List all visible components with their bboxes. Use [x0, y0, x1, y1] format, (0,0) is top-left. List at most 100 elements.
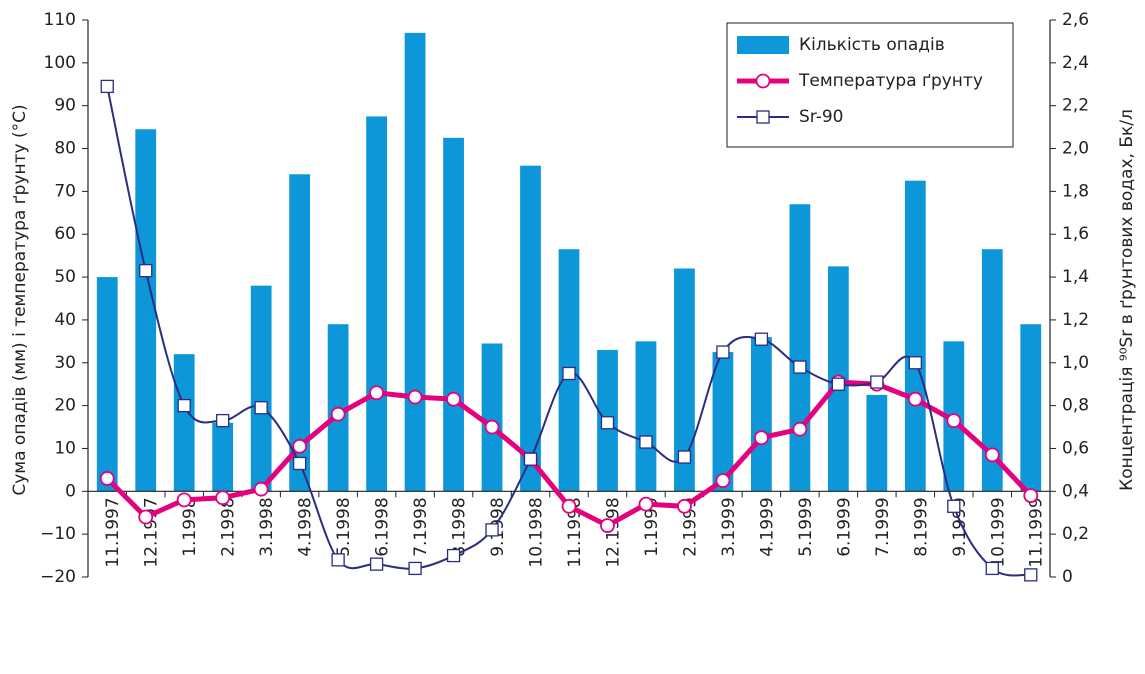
bar — [250, 285, 272, 492]
y2-tick-label: 0,8 — [1062, 396, 1089, 416]
point — [484, 419, 500, 435]
x-tick-label: 3.1999 — [719, 497, 739, 556]
y-tick-label: 20 — [54, 396, 76, 416]
y2-tick-label: 0 — [1062, 567, 1073, 587]
y-tick-label: 80 — [54, 139, 76, 159]
point — [1024, 568, 1038, 582]
point — [561, 498, 577, 514]
point — [792, 421, 808, 437]
point — [831, 377, 846, 391]
point — [139, 263, 153, 278]
point — [1023, 488, 1039, 503]
point — [984, 447, 1000, 463]
point — [907, 391, 923, 407]
point — [407, 389, 423, 405]
bar — [866, 394, 888, 492]
y2-tick-label: 1,4 — [1062, 267, 1089, 287]
legend: Кількість опадів Температура ґрунту Sr-90 — [726, 22, 1014, 148]
point — [254, 401, 268, 415]
y-tick-label: 60 — [54, 224, 76, 244]
point — [985, 561, 999, 576]
y2-tick-label: 2,6 — [1062, 10, 1089, 30]
point — [946, 413, 962, 429]
y-tick-label: 110 — [44, 10, 76, 30]
y2-tick-label: 0,6 — [1062, 438, 1089, 458]
y-tick-label: 30 — [54, 353, 76, 373]
point — [639, 435, 653, 449]
point — [215, 490, 231, 506]
bar — [173, 354, 195, 492]
y-tick-label: 100 — [44, 53, 76, 73]
x-tick-label: 10.1998 — [527, 497, 547, 567]
point — [369, 557, 384, 571]
bar — [404, 32, 426, 492]
bar — [789, 204, 811, 492]
legend-label: Кількість опадів — [799, 35, 945, 55]
x-tick-label: 8.1999 — [911, 497, 931, 556]
y-tick-label: 0 — [65, 481, 76, 501]
y2-tick-label: 0,4 — [1062, 481, 1089, 501]
y2-tick-label: 1,6 — [1062, 224, 1089, 244]
bar — [96, 277, 118, 492]
bar — [289, 174, 311, 492]
legend-marker — [755, 73, 771, 89]
y2-tick-label: 1,0 — [1062, 353, 1089, 373]
point — [446, 391, 461, 407]
y2-tick-label: 2,0 — [1062, 139, 1089, 159]
point — [292, 438, 308, 454]
x-tick-label: 11.1997 — [103, 497, 123, 567]
bar — [212, 422, 234, 492]
x-tick-label: 7.1998 — [411, 497, 431, 556]
bar — [904, 180, 926, 492]
legend-swatch — [737, 36, 789, 54]
bar — [520, 165, 541, 492]
x-tick-label: 1.1998 — [180, 497, 200, 556]
legend-label: Sr-90 — [799, 107, 843, 127]
y2-tick-label: 0,2 — [1062, 524, 1089, 544]
x-tick-label: 12.1998 — [603, 497, 623, 567]
bar — [481, 343, 503, 492]
x-tick-label: 6.1998 — [373, 497, 393, 556]
point — [176, 492, 192, 508]
legend-marker — [756, 110, 770, 124]
bar — [443, 137, 464, 492]
point — [754, 332, 769, 346]
point — [138, 509, 154, 525]
y-tick-label: 40 — [54, 310, 76, 330]
y-tick-label: 50 — [54, 267, 76, 287]
y2-tick-label: 1,8 — [1062, 181, 1089, 201]
x-tick-label: 6.1999 — [834, 497, 854, 556]
x-tick-label: 5.1998 — [334, 497, 354, 556]
point — [600, 416, 615, 430]
point — [99, 471, 115, 486]
point — [908, 356, 922, 370]
x-tick-label: 5.1999 — [796, 497, 816, 556]
bar — [635, 341, 657, 492]
x-tick-label: 3.1998 — [257, 497, 277, 556]
point — [600, 518, 615, 533]
point — [793, 360, 807, 374]
point — [100, 79, 114, 94]
y2-tick-label: 2,2 — [1062, 96, 1089, 116]
x-tick-label: 4.1998 — [296, 497, 316, 556]
bar — [366, 116, 387, 492]
x-tick-label: 1.1999 — [642, 497, 662, 556]
x-tick-label: 7.1999 — [873, 497, 893, 556]
x-tick-label: 12.1997 — [142, 497, 162, 567]
y-tick-label: −10 — [40, 524, 76, 544]
y2-tick-label: 2,4 — [1062, 53, 1089, 73]
point — [446, 548, 461, 563]
x-tick-label: 8.1998 — [450, 497, 470, 556]
point — [715, 473, 731, 488]
point — [523, 452, 538, 466]
bar — [712, 352, 734, 492]
point — [716, 345, 730, 359]
point — [253, 481, 269, 497]
bar — [135, 129, 157, 492]
y-tick-label: 10 — [54, 438, 76, 458]
bar — [751, 337, 772, 492]
point — [638, 496, 654, 512]
y-tick-label: −20 — [40, 567, 76, 587]
point — [369, 385, 385, 401]
